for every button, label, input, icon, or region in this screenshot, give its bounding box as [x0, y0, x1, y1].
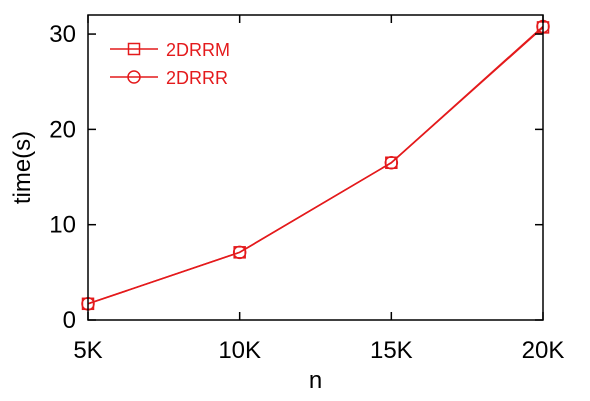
legend: 2DRRM 2DRRR — [110, 40, 230, 88]
legend-label: 2DRRR — [166, 68, 228, 88]
series-2drrr — [81, 19, 550, 311]
series-line — [87, 26, 544, 305]
legend-item: 2DRRR — [110, 68, 228, 88]
x-tick-label: 10K — [218, 337, 261, 364]
y-tick-label: 30 — [49, 21, 76, 48]
legend-marker — [127, 42, 141, 56]
series-2drrm — [81, 21, 550, 311]
data-point — [384, 155, 399, 170]
x-axis-title: n — [309, 367, 322, 394]
x-tick-label: 20K — [522, 337, 565, 364]
legend-label: 2DRRM — [166, 40, 230, 60]
y-axis-title: time(s) — [9, 131, 36, 204]
plot-frame — [87, 14, 544, 321]
data-point — [232, 245, 247, 260]
y-tick-label: 0 — [63, 307, 76, 334]
y-tick-label: 20 — [49, 116, 76, 143]
y-axis: 0 10 20 30 — [49, 21, 543, 334]
x-axis: 5K 10K 15K 20K — [73, 15, 564, 364]
y-tick-label: 10 — [49, 212, 76, 239]
plot-area — [81, 19, 550, 311]
legend-marker — [127, 70, 141, 84]
legend-item: 2DRRM — [110, 40, 230, 60]
x-tick-label: 5K — [73, 337, 102, 364]
x-tick-label: 15K — [370, 337, 413, 364]
series-line — [87, 25, 544, 305]
